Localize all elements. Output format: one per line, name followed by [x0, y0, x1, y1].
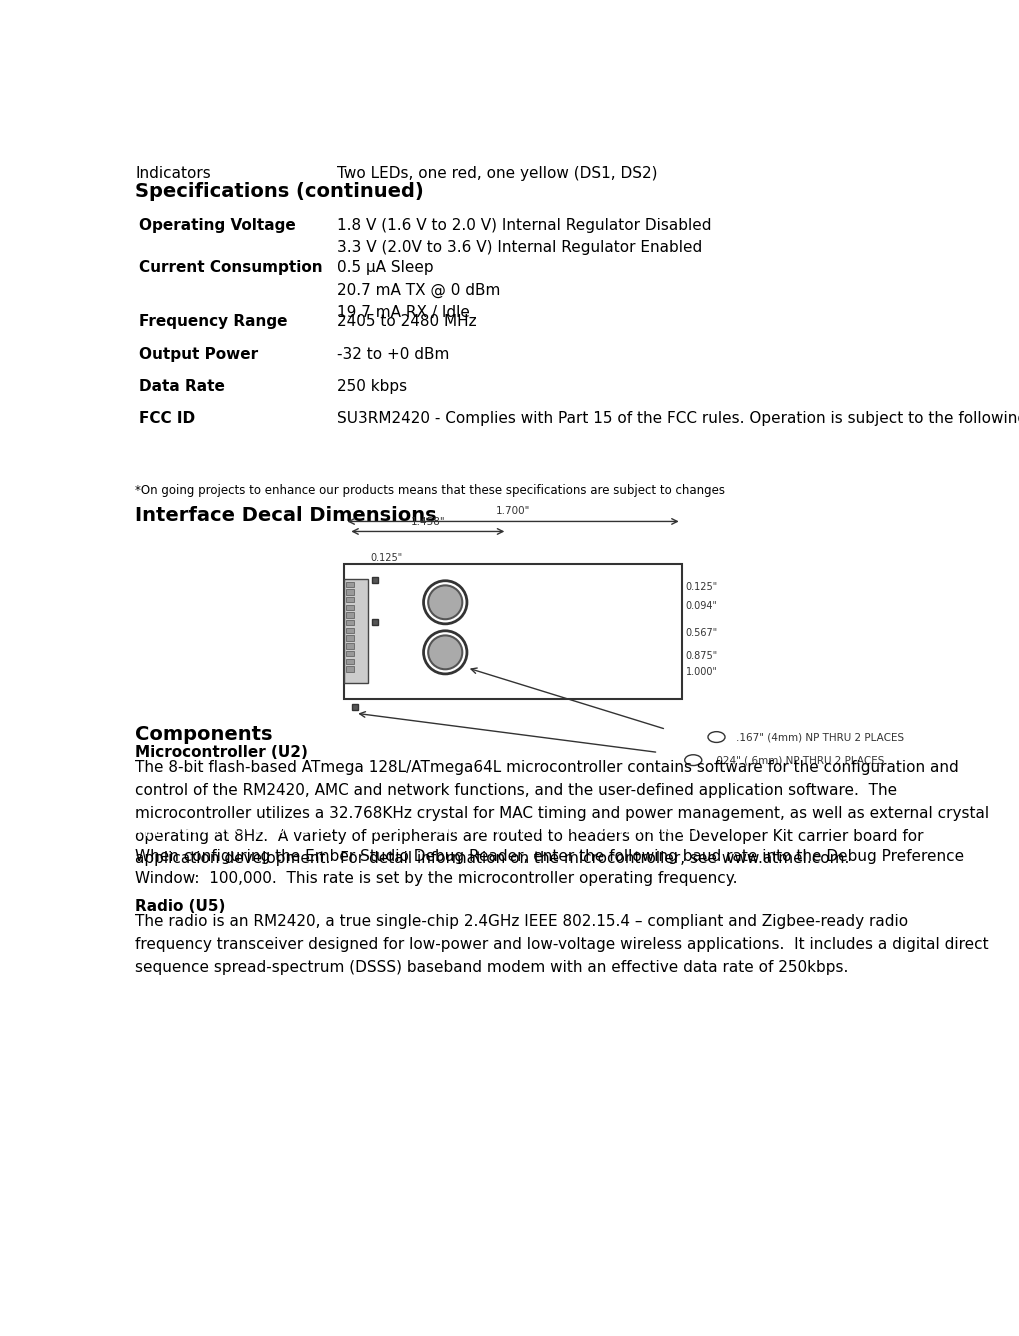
Circle shape: [428, 585, 462, 620]
Text: Data Rate: Data Rate: [139, 379, 225, 394]
Text: Radio (U5): Radio (U5): [136, 899, 225, 914]
Bar: [345, 589, 354, 595]
Bar: [344, 564, 681, 699]
Bar: [345, 636, 354, 641]
Text: The radio is an RM2420, a true single-chip 2.4GHz IEEE 802.15.4 – compliant and : The radio is an RM2420, a true single-ch…: [136, 914, 987, 975]
Bar: [371, 577, 377, 582]
Bar: [345, 620, 354, 625]
Text: Interface Decal Dimensions: Interface Decal Dimensions: [136, 506, 436, 525]
Bar: [345, 651, 354, 656]
Text: 250 kbps: 250 kbps: [336, 379, 407, 394]
Text: 0.875": 0.875": [685, 651, 717, 661]
Circle shape: [428, 636, 462, 669]
Bar: [345, 667, 354, 672]
Text: Indicators: Indicators: [136, 167, 211, 182]
Text: 1.700": 1.700": [495, 506, 530, 516]
Bar: [345, 605, 354, 611]
Bar: [345, 659, 354, 664]
Text: 2405 to 2480 MHz: 2405 to 2480 MHz: [336, 314, 476, 329]
Text: FCC ID: FCC ID: [139, 411, 195, 426]
Text: When configuring the Ember Studio Debug Reader, enter the following baud rate in: When configuring the Ember Studio Debug …: [136, 848, 963, 887]
Circle shape: [423, 631, 467, 673]
Text: .024" (.6mm) NP THRU 2 PLACES: .024" (.6mm) NP THRU 2 PLACES: [712, 755, 883, 766]
Text: 0.5 µA Sleep
20.7 mA TX @ 0 dBm
19.7 mA RX / Idle: 0.5 µA Sleep 20.7 mA TX @ 0 dBm 19.7 mA …: [336, 261, 499, 321]
Text: SU3RM2420 - Complies with Part 15 of the FCC rules. Operation is subject to the : SU3RM2420 - Complies with Part 15 of the…: [336, 411, 1019, 426]
Text: 0.567": 0.567": [685, 628, 717, 639]
Bar: [352, 704, 358, 711]
Text: Microcontroller (U2): Microcontroller (U2): [136, 744, 308, 760]
Text: 0.125": 0.125": [370, 553, 401, 562]
Bar: [345, 581, 354, 587]
Text: Output Power: Output Power: [139, 346, 258, 362]
Text: Two LEDs, one red, one yellow (DS1, DS2): Two LEDs, one red, one yellow (DS1, DS2): [336, 167, 656, 182]
Text: 1.8 V (1.6 V to 2.0 V) Internal Regulator Disabled
3.3 V (2.0V to 3.6 V) Interna: 1.8 V (1.6 V to 2.0 V) Internal Regulato…: [336, 218, 710, 255]
Bar: [345, 643, 354, 648]
Text: Frequency Range: Frequency Range: [139, 314, 287, 329]
Bar: [371, 620, 377, 625]
Ellipse shape: [707, 732, 725, 743]
Text: Components: Components: [136, 725, 272, 744]
Text: Specifications (continued): Specifications (continued): [136, 182, 424, 200]
Text: Current Consumption: Current Consumption: [139, 261, 322, 275]
Text: -32 to +0 dBm: -32 to +0 dBm: [336, 346, 448, 362]
Bar: [345, 612, 354, 617]
Text: .167" (4mm) NP THRU 2 PLACES: .167" (4mm) NP THRU 2 PLACES: [735, 732, 903, 741]
Text: The 8-bit flash-based ATmega 128L/ATmega64L microcontroller contains software fo: The 8-bit flash-based ATmega 128L/ATmega…: [136, 760, 988, 866]
Circle shape: [423, 581, 467, 624]
Text: 1.458": 1.458": [410, 517, 444, 526]
Bar: [345, 597, 354, 603]
Text: 1.000": 1.000": [685, 667, 716, 676]
Text: Operating Voltage: Operating Voltage: [139, 218, 296, 232]
Text: application development.  For detail information on the microcontroller, see: application development. For detail info…: [136, 822, 721, 836]
Ellipse shape: [684, 755, 701, 766]
Text: 0.125": 0.125": [685, 582, 717, 592]
Text: 0.094": 0.094": [685, 601, 716, 611]
Bar: [344, 580, 368, 683]
Text: *On going projects to enhance our products means that these specifications are s: *On going projects to enhance our produc…: [136, 485, 725, 497]
Bar: [345, 628, 354, 633]
